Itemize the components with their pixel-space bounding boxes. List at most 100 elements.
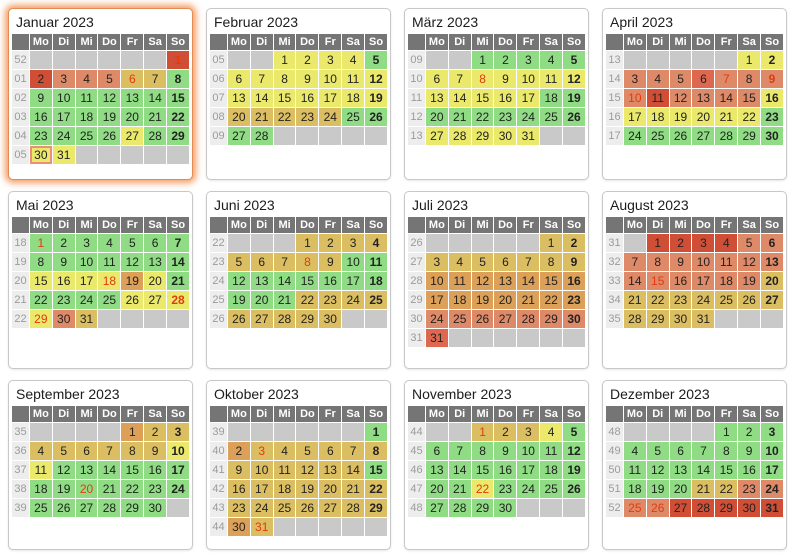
day-cell[interactable]: 15 [121, 461, 144, 479]
day-cell[interactable]: 4 [342, 51, 365, 69]
day-cell[interactable]: 1 [471, 51, 494, 69]
day-cell[interactable]: 22 [646, 291, 669, 309]
day-cell[interactable]: 29 [365, 499, 387, 517]
day-cell[interactable]: 15 [471, 89, 494, 107]
day-cell[interactable]: 7 [623, 253, 646, 271]
day-cell[interactable]: 18 [646, 108, 669, 126]
day-cell[interactable]: 26 [646, 499, 669, 517]
day-cell[interactable]: 21 [250, 108, 273, 126]
day-cell[interactable]: 22 [540, 291, 563, 309]
day-cell[interactable]: 26 [227, 310, 250, 328]
day-cell[interactable]: 30 [144, 499, 167, 517]
day-cell[interactable]: 3 [75, 234, 98, 252]
day-cell[interactable]: 27 [319, 499, 342, 517]
day-cell[interactable]: 9 [669, 253, 692, 271]
day-cell[interactable]: 4 [715, 234, 738, 252]
day-cell[interactable]: 12 [365, 70, 387, 88]
day-cell[interactable]: 1 [121, 423, 144, 441]
day-cell[interactable]: 26 [669, 127, 692, 145]
day-cell[interactable]: 12 [296, 461, 319, 479]
day-cell[interactable]: 8 [471, 442, 494, 460]
day-cell[interactable]: 19 [563, 461, 585, 479]
day-cell[interactable]: 25 [646, 127, 669, 145]
day-cell[interactable]: 2 [494, 423, 517, 441]
day-cell[interactable]: 7 [692, 442, 715, 460]
day-cell[interactable]: 6 [144, 234, 167, 252]
day-cell[interactable]: 17 [425, 291, 448, 309]
day-cell[interactable]: 29 [738, 127, 761, 145]
day-cell[interactable]: 29 [715, 499, 738, 517]
day-cell[interactable]: 24 [692, 291, 715, 309]
day-cell[interactable]: 29 [167, 127, 189, 145]
day-cell[interactable]: 22 [121, 480, 144, 498]
day-cell[interactable]: 2 [563, 234, 585, 252]
day-cell[interactable]: 18 [98, 272, 121, 290]
day-cell[interactable]: 12 [227, 272, 250, 290]
day-cell[interactable]: 13 [425, 89, 448, 107]
day-cell[interactable]: 9 [563, 253, 585, 271]
day-cell[interactable]: 28 [273, 310, 296, 328]
day-cell[interactable]: 25 [540, 480, 563, 498]
day-cell[interactable]: 22 [471, 480, 494, 498]
day-cell[interactable]: 1 [167, 51, 189, 69]
day-cell[interactable]: 8 [121, 442, 144, 460]
day-cell[interactable]: 6 [319, 442, 342, 460]
day-cell[interactable]: 11 [75, 89, 98, 107]
day-cell[interactable]: 10 [250, 461, 273, 479]
day-cell[interactable]: 1 [646, 234, 669, 252]
day-cell[interactable]: 7 [250, 70, 273, 88]
day-cell[interactable]: 12 [669, 89, 692, 107]
day-cell[interactable]: 5 [669, 70, 692, 88]
day-cell[interactable]: 4 [646, 70, 669, 88]
day-cell[interactable]: 31 [425, 329, 448, 347]
day-cell[interactable]: 6 [425, 442, 448, 460]
day-cell[interactable]: 3 [167, 423, 189, 441]
day-cell[interactable]: 5 [646, 442, 669, 460]
day-cell[interactable]: 6 [761, 234, 783, 252]
day-cell[interactable]: 17 [342, 272, 365, 290]
day-cell[interactable]: 9 [144, 442, 167, 460]
day-cell[interactable]: 3 [692, 234, 715, 252]
day-cell[interactable]: 25 [98, 291, 121, 309]
day-cell[interactable]: 2 [494, 51, 517, 69]
day-cell[interactable]: 8 [646, 253, 669, 271]
day-cell[interactable]: 28 [623, 310, 646, 328]
day-cell[interactable]: 26 [563, 480, 585, 498]
day-cell[interactable]: 7 [98, 442, 121, 460]
day-cell[interactable]: 3 [342, 234, 365, 252]
day-cell[interactable]: 12 [52, 461, 75, 479]
day-cell[interactable]: 26 [471, 310, 494, 328]
day-cell[interactable]: 14 [342, 461, 365, 479]
day-cell[interactable]: 2 [29, 70, 52, 88]
day-cell[interactable]: 7 [448, 442, 471, 460]
day-cell[interactable]: 12 [471, 272, 494, 290]
day-cell[interactable]: 19 [646, 480, 669, 498]
day-cell[interactable]: 5 [738, 234, 761, 252]
day-cell[interactable]: 16 [319, 272, 342, 290]
day-cell[interactable]: 24 [52, 127, 75, 145]
day-cell[interactable]: 6 [250, 253, 273, 271]
day-cell[interactable]: 18 [29, 480, 52, 498]
day-cell[interactable]: 21 [517, 291, 540, 309]
day-cell[interactable]: 16 [738, 461, 761, 479]
day-cell[interactable]: 13 [121, 89, 144, 107]
day-cell[interactable]: 11 [342, 70, 365, 88]
day-cell[interactable]: 24 [517, 108, 540, 126]
day-cell[interactable]: 17 [692, 272, 715, 290]
day-cell[interactable]: 9 [227, 461, 250, 479]
day-cell[interactable]: 18 [342, 89, 365, 107]
day-cell[interactable]: 20 [425, 480, 448, 498]
day-cell[interactable]: 18 [448, 291, 471, 309]
day-cell[interactable]: 14 [715, 89, 738, 107]
day-cell[interactable]: 15 [29, 272, 52, 290]
day-cell[interactable]: 15 [715, 461, 738, 479]
day-cell[interactable]: 21 [273, 291, 296, 309]
day-cell[interactable]: 8 [738, 70, 761, 88]
day-cell[interactable]: 18 [715, 272, 738, 290]
day-cell[interactable]: 16 [761, 89, 783, 107]
day-cell[interactable]: 21 [98, 480, 121, 498]
day-cell[interactable]: 23 [738, 480, 761, 498]
day-cell[interactable]: 27 [121, 127, 144, 145]
day-cell[interactable]: 20 [669, 480, 692, 498]
day-cell[interactable]: 14 [623, 272, 646, 290]
